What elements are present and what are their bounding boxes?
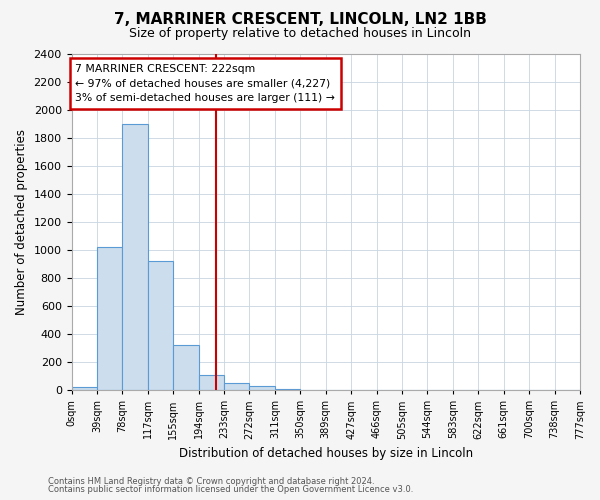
Bar [122,124,148,390]
Bar [275,388,301,390]
X-axis label: Distribution of detached houses by size in Lincoln: Distribution of detached houses by size … [179,447,473,460]
Bar [173,346,199,390]
Text: Contains public sector information licensed under the Open Government Licence v3: Contains public sector information licen… [48,485,413,494]
Text: Size of property relative to detached houses in Lincoln: Size of property relative to detached ho… [129,28,471,40]
Bar [224,383,250,390]
Y-axis label: Number of detached properties: Number of detached properties [15,129,28,315]
Bar [97,248,122,390]
Bar [199,374,224,390]
Bar [71,388,97,390]
Bar [148,262,173,390]
Bar [250,386,275,390]
Text: Contains HM Land Registry data © Crown copyright and database right 2024.: Contains HM Land Registry data © Crown c… [48,477,374,486]
Text: 7, MARRINER CRESCENT, LINCOLN, LN2 1BB: 7, MARRINER CRESCENT, LINCOLN, LN2 1BB [113,12,487,28]
Text: 7 MARRINER CRESCENT: 222sqm
← 97% of detached houses are smaller (4,227)
3% of s: 7 MARRINER CRESCENT: 222sqm ← 97% of det… [76,64,335,104]
